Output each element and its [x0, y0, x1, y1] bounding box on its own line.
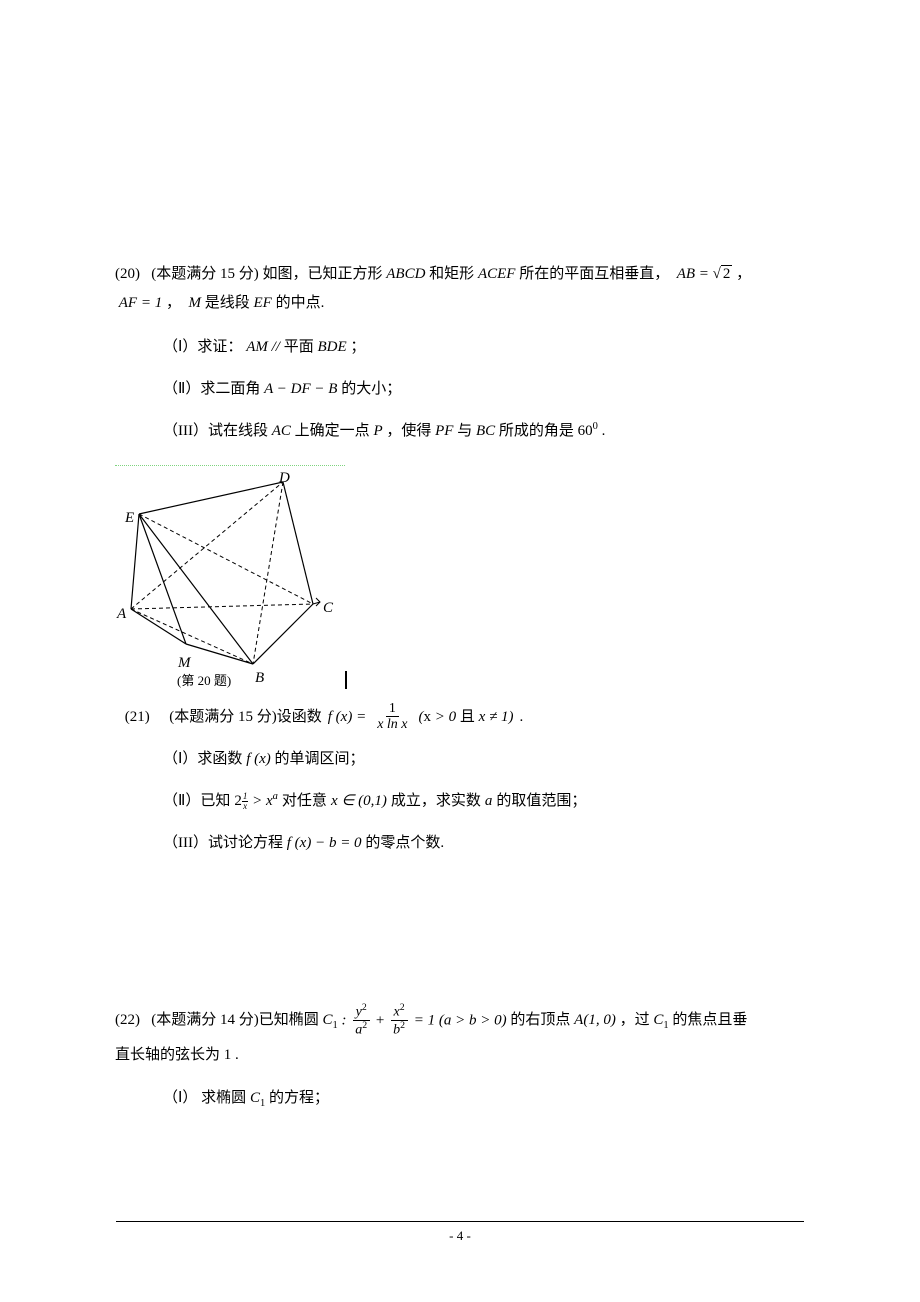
q-num: (20): [115, 266, 140, 282]
p21-part-2: （Ⅱ）已知 21x > xa 对任意 x ∈ (0,1) 成立，求实数 a 的取…: [163, 789, 805, 813]
math-c1: C1: [323, 1012, 338, 1028]
page-number: - 4 -: [449, 1228, 471, 1243]
label: （III）试在线段: [163, 423, 272, 439]
math-eq: = 1 (a > b > 0): [414, 1012, 507, 1028]
math: BC: [476, 423, 495, 439]
plus: +: [376, 1012, 388, 1028]
label: （Ⅱ）已知: [163, 789, 230, 813]
cursor-icon: [345, 671, 347, 689]
p21-part-3: （III）试讨论方程 f (x) − b = 0 的零点个数.: [163, 831, 805, 855]
text: (本题满分 14 分)已知椭圆: [151, 1012, 322, 1028]
colon: :: [342, 1012, 347, 1028]
problem-22-header: (22) (本题满分 14 分)已知椭圆 C1 : y2 a2 + x2 b2 …: [115, 1003, 805, 1073]
math-a10: A(1, 0): [574, 1012, 616, 1028]
text: 对任意: [282, 789, 327, 813]
math: f (x): [246, 751, 271, 767]
dot: .: [235, 1047, 239, 1063]
label: （Ⅰ）求函数: [163, 751, 246, 767]
figure-caption: (第 20 题): [177, 671, 231, 692]
problem-20-header: (20) (本题满分 15 分) 如图，已知正方形 ABCD 和矩形 ACEF …: [115, 260, 805, 317]
text: ， M 是线段: [166, 295, 254, 311]
text: 直长轴的弦长为: [115, 1047, 224, 1063]
p21-part-1: （Ⅰ）求函数 f (x) 的单调区间；: [163, 747, 805, 771]
q-num: (21): [125, 705, 150, 729]
math-fx: f (x) =: [328, 705, 366, 729]
label: （Ⅰ）求证：: [163, 339, 242, 355]
math: f (x) − b = 0: [287, 835, 362, 851]
text: (本题满分 15 分)设函数: [169, 705, 322, 729]
text: 的取值范围；: [496, 789, 586, 813]
text: 的方程；: [269, 1090, 329, 1106]
math-cond: (x > 0 且 x ≠ 1): [419, 705, 514, 729]
math-acef: ACEF: [478, 266, 516, 282]
geometry-figure: D E A M B C (第 20 题): [115, 465, 345, 693]
problem-21-header: (21) (本题满分 15 分)设函数 f (x) = 1 x ln x (x …: [115, 701, 805, 733]
text: ，: [736, 266, 751, 282]
label-a: A: [117, 602, 126, 626]
math-c1b: C1: [653, 1012, 668, 1028]
spacer: [115, 873, 805, 1003]
text: 成立，求实数: [391, 789, 481, 813]
text: ，使得: [386, 423, 435, 439]
one: 1: [224, 1047, 232, 1063]
math: 600: [578, 423, 598, 439]
text: 的右顶点: [510, 1012, 574, 1028]
text: 所成的角是: [499, 423, 578, 439]
math-c1: C1: [250, 1090, 265, 1106]
math: a: [485, 789, 493, 813]
text: 的焦点且垂: [672, 1012, 747, 1028]
page-footer: - 4 -: [0, 1221, 920, 1247]
p22-part-1: （Ⅰ） 求椭圆 C1 的方程；: [163, 1086, 805, 1113]
math: AC: [272, 423, 291, 439]
text: ，过: [620, 1012, 654, 1028]
label: （Ⅰ） 求椭圆: [163, 1090, 250, 1106]
math: P: [373, 423, 382, 439]
label-d: D: [279, 466, 290, 490]
math-ab-eq: AB = 2: [677, 266, 733, 282]
text: 的单调区间；: [275, 751, 365, 767]
p20-part-3: （III）试在线段 AC 上确定一点 P ，使得 PF 与 BC 所成的角是 6…: [163, 419, 805, 443]
math-ef: EF: [253, 295, 271, 311]
text: .: [520, 705, 524, 729]
label: （III）试讨论方程: [163, 835, 287, 851]
math-abcd: ABCD: [386, 266, 425, 282]
text: 和矩形: [429, 266, 478, 282]
fraction-x: x2 b2: [390, 1003, 408, 1038]
figure-svg: [113, 464, 343, 689]
text: 与: [457, 423, 476, 439]
text: 上确定一点: [295, 423, 374, 439]
fraction-y: y2 a2: [352, 1003, 370, 1038]
fraction: 1 x ln x: [374, 701, 410, 733]
text: 的大小；: [341, 381, 401, 397]
label-b: B: [255, 666, 264, 690]
math-af-eq: AF = 1: [119, 295, 162, 311]
math-bde: BDE: [317, 339, 346, 355]
q-num: (22): [115, 1012, 140, 1028]
math: A − DF − B: [264, 381, 337, 397]
p20-part-2: （Ⅱ）求二面角 A − DF − B 的大小；: [163, 377, 805, 401]
p20-part-1: （Ⅰ）求证： AM // 平面 BDE ；: [163, 335, 805, 359]
text: (本题满分 15 分) 如图，已知正方形: [151, 266, 386, 282]
label-c: C: [323, 596, 333, 620]
math: AM //: [246, 339, 280, 355]
math: PF: [435, 423, 453, 439]
text: ；: [350, 339, 365, 355]
label-e: E: [125, 506, 134, 530]
label: （Ⅱ）求二面角: [163, 381, 264, 397]
math-power: 21x > xa: [234, 789, 278, 813]
text: 所在的平面互相垂直，: [519, 266, 669, 282]
footer-line: [116, 1221, 804, 1222]
text: 的中点.: [276, 295, 325, 311]
text: 的零点个数.: [365, 835, 444, 851]
text: .: [602, 423, 606, 439]
math: x ∈ (0,1): [331, 789, 387, 813]
text: 平面: [284, 339, 318, 355]
